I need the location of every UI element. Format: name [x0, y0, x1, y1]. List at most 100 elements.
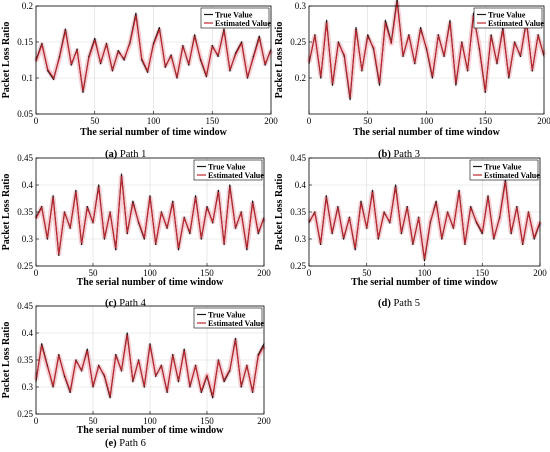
data-point-true-value	[206, 375, 208, 377]
data-point-true-value	[94, 37, 96, 40]
data-point-estimated-value	[371, 191, 374, 194]
data-point-true-value	[458, 189, 460, 191]
data-point-estimated-value	[258, 37, 260, 40]
data-point-true-value	[182, 45, 184, 47]
data-point-true-value	[361, 70, 363, 72]
x-tick-label: 50	[89, 268, 99, 278]
data-point-true-value	[478, 48, 480, 50]
data-point-estimated-value	[183, 350, 185, 352]
data-point-true-value	[354, 249, 356, 251]
y-tick-label: 0.3	[295, 1, 307, 11]
data-point-true-value	[406, 206, 408, 208]
data-point-true-value	[223, 243, 225, 245]
data-point-estimated-value	[223, 379, 225, 381]
data-point-true-value	[425, 48, 428, 50]
data-point-true-value	[319, 243, 322, 245]
data-point-estimated-value	[183, 217, 185, 220]
data-point-true-value	[132, 200, 134, 202]
data-point-estimated-value	[229, 187, 231, 189]
data-point-estimated-value	[166, 390, 168, 392]
data-point-estimated-value	[117, 51, 119, 53]
data-point-true-value	[212, 397, 214, 399]
data-point-estimated-value	[195, 365, 197, 368]
x-tick-label: 50	[90, 116, 100, 126]
data-point-estimated-value	[452, 226, 454, 228]
data-point-true-value	[123, 59, 125, 61]
x-tick-label: 0	[34, 116, 39, 126]
data-point-estimated-value	[52, 197, 54, 199]
data-point-true-value	[337, 41, 339, 43]
data-point-true-value	[75, 359, 77, 361]
data-point-true-value	[423, 260, 426, 262]
data-point-estimated-value	[52, 384, 54, 386]
x-tick-label: 50	[89, 416, 99, 426]
data-point-true-value	[75, 189, 77, 191]
data-point-true-value	[58, 354, 60, 356]
chart-panel-d: 0 50 100 150 200 0.25 0.3 0.35 0.4 0.45 The serial…	[274, 153, 547, 309]
x-tick-label: 100	[418, 268, 432, 278]
data-point-true-value	[412, 243, 414, 245]
data-point-estimated-value	[126, 335, 128, 337]
data-point-estimated-value	[92, 221, 94, 223]
data-point-estimated-value	[149, 197, 151, 199]
data-point-estimated-value	[406, 207, 408, 209]
data-point-estimated-value	[94, 39, 96, 42]
x-axis-label: The serial number of time window	[77, 277, 225, 288]
data-point-true-value	[496, 63, 498, 65]
y-tick-label: 0.3	[22, 234, 34, 244]
data-point-estimated-value	[314, 212, 316, 214]
data-point-true-value	[111, 70, 113, 72]
data-point-estimated-value	[331, 231, 333, 233]
data-point-estimated-value	[349, 96, 351, 98]
data-point-estimated-value	[63, 374, 66, 376]
x-tick-label: 150	[476, 268, 490, 278]
data-point-estimated-value	[408, 35, 410, 37]
data-point-estimated-value	[69, 390, 71, 392]
data-point-estimated-value	[41, 345, 43, 347]
data-point-true-value	[252, 200, 254, 202]
data-point-estimated-value	[246, 365, 248, 368]
data-point-estimated-value	[92, 384, 94, 386]
data-point-estimated-value	[138, 360, 140, 362]
data-point-estimated-value	[367, 36, 369, 38]
data-point-estimated-value	[170, 55, 172, 58]
data-point-true-value	[183, 348, 185, 350]
legend-entry-label: True Value	[484, 162, 522, 171]
data-point-estimated-value	[331, 82, 334, 84]
data-point-true-value	[320, 77, 322, 79]
data-point-estimated-value	[53, 77, 55, 79]
data-point-estimated-value	[343, 54, 345, 56]
data-point-estimated-value	[396, 1, 398, 3]
data-point-true-value	[172, 200, 174, 202]
data-point-true-value	[103, 238, 105, 240]
data-point-estimated-value	[217, 360, 219, 362]
chart-panel-a: 0 50 100 150 200 0.05 0.1 0.15 0.2 The serial num…	[1, 1, 278, 160]
data-point-estimated-value	[234, 226, 237, 228]
data-point-estimated-value	[475, 221, 478, 223]
data-point-true-value	[126, 233, 128, 235]
data-point-true-value	[348, 216, 351, 218]
x-tick-label: 50	[362, 268, 372, 278]
data-point-true-value	[390, 41, 392, 43]
data-point-estimated-value	[212, 221, 214, 223]
data-point-estimated-value	[58, 57, 61, 59]
chart-panel-c: 0 50 100 150 200 0.25 0.3 0.35 0.4 0.45 The serial…	[1, 153, 271, 309]
data-point-true-value	[81, 243, 83, 245]
legend-entry-label: Estimated Value	[208, 171, 264, 180]
data-point-estimated-value	[366, 226, 368, 228]
data-point-true-value	[418, 216, 420, 218]
data-point-true-value	[252, 391, 254, 393]
data-point-estimated-value	[337, 207, 339, 209]
data-point-estimated-value	[320, 75, 322, 77]
data-point-estimated-value	[484, 89, 486, 91]
legend-box	[200, 7, 270, 29]
data-point-true-value	[441, 238, 443, 240]
data-point-true-value	[129, 41, 131, 43]
data-point-estimated-value	[70, 63, 72, 65]
data-point-true-value	[264, 64, 266, 66]
data-point-estimated-value	[81, 242, 83, 244]
data-point-estimated-value	[120, 369, 123, 371]
data-point-estimated-value	[531, 68, 533, 70]
data-point-estimated-value	[264, 63, 266, 65]
data-point-true-value	[402, 55, 404, 58]
